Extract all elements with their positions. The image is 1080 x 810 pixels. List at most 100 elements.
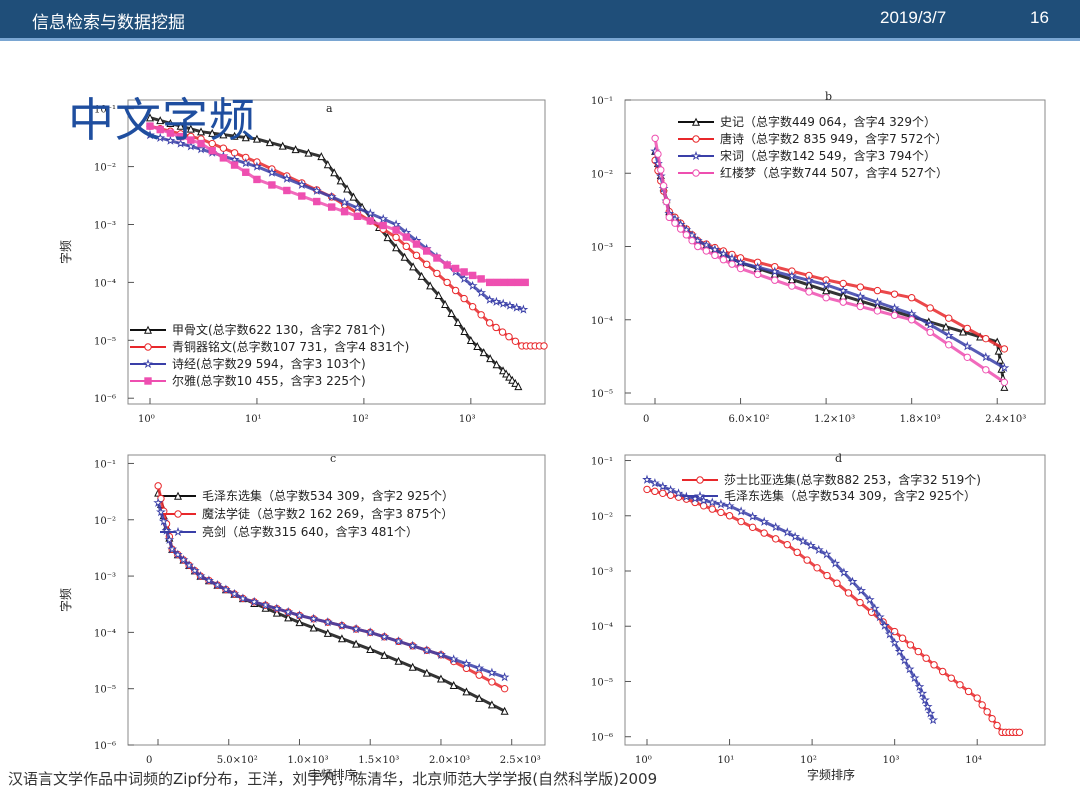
y-tick-label: 10⁻⁴ xyxy=(591,316,613,327)
series-point xyxy=(392,243,401,252)
series-line-1 xyxy=(646,487,1020,734)
series-point xyxy=(349,192,358,201)
series-point xyxy=(447,308,456,317)
series-point xyxy=(983,708,991,716)
series-point xyxy=(676,225,685,233)
series-point xyxy=(642,474,652,484)
series-point xyxy=(651,487,659,496)
series-point xyxy=(323,617,333,627)
series-point xyxy=(448,654,459,664)
x-tick-label: 1.2×10³ xyxy=(814,414,855,425)
series-point xyxy=(391,219,401,229)
series-line-2 xyxy=(646,478,935,721)
series-point xyxy=(798,536,808,546)
series-point xyxy=(980,351,991,362)
legend-marker xyxy=(174,510,182,518)
series-point xyxy=(793,548,801,557)
x-tick-label: 1.0×10³ xyxy=(287,755,328,766)
plot-frame xyxy=(624,454,1046,746)
series-point xyxy=(890,290,899,298)
x-tick-label: 10¹ xyxy=(718,755,735,766)
series-point xyxy=(242,168,250,176)
series-point xyxy=(666,491,675,499)
series-point xyxy=(813,544,824,555)
series-point xyxy=(956,681,964,689)
series-point xyxy=(906,641,915,649)
series-point xyxy=(197,139,205,148)
slide-title: 中文字频 xyxy=(68,93,256,147)
series-point xyxy=(899,655,910,665)
series-point xyxy=(337,620,347,630)
series-point xyxy=(278,141,287,150)
series-point xyxy=(156,507,166,517)
series-point xyxy=(393,636,404,646)
plot-frame xyxy=(127,99,546,405)
series-point xyxy=(474,663,485,673)
series-point xyxy=(475,693,484,702)
series-point xyxy=(662,197,671,206)
series-point xyxy=(326,191,337,202)
series-point xyxy=(145,129,155,140)
plot-frame xyxy=(127,454,546,746)
series-point xyxy=(805,288,813,296)
series-point xyxy=(521,278,529,287)
series-point xyxy=(889,637,900,648)
x-tick-label: 10² xyxy=(800,755,817,766)
series-point xyxy=(479,348,488,357)
y-tick-label: 10⁻⁵ xyxy=(591,677,613,688)
series-point xyxy=(962,341,973,351)
series-point xyxy=(443,261,451,269)
legend-entry: 毛泽东选集（总字数534 309，含字2 925个） xyxy=(202,488,454,503)
series-point xyxy=(511,378,520,387)
series-point xyxy=(283,186,291,195)
series-point xyxy=(240,158,251,168)
y-axis-label: 字频 xyxy=(58,588,73,612)
series-point xyxy=(313,197,321,206)
series-point xyxy=(451,264,460,273)
x-axis-label: 字频排序 xyxy=(309,767,357,782)
series-point xyxy=(925,708,936,718)
series-point xyxy=(926,304,934,312)
series-point xyxy=(688,236,696,245)
legend-entry: 史记（总字数449 064，含字4 329个） xyxy=(720,114,936,129)
y-tick-label: 10⁻¹ xyxy=(591,96,613,107)
series-point xyxy=(460,294,468,303)
series-point xyxy=(453,317,462,326)
series-line-3 xyxy=(653,150,1006,370)
series-point xyxy=(847,576,858,586)
series-point xyxy=(702,247,711,255)
series-point xyxy=(340,207,349,216)
series-point xyxy=(737,517,745,526)
y-tick-label: 10⁻⁴ xyxy=(94,628,116,639)
series-point xyxy=(839,567,849,577)
y-tick-label: 10⁻⁶ xyxy=(94,394,116,405)
series-point xyxy=(409,262,418,271)
series-point xyxy=(657,166,665,174)
legend-entry: 唐诗（总字数2 835 949，含字7 572个） xyxy=(720,131,947,146)
series-point xyxy=(475,671,483,679)
series-point xyxy=(922,654,930,662)
series-point xyxy=(1000,345,1009,353)
series-point xyxy=(752,262,763,272)
series-point xyxy=(451,286,460,295)
series-point xyxy=(323,160,332,169)
series-line-3 xyxy=(149,133,524,311)
series-point xyxy=(204,575,214,585)
series-point xyxy=(699,502,708,510)
series-point xyxy=(422,645,432,655)
series-point xyxy=(654,150,662,158)
series-point xyxy=(187,136,195,144)
series-point xyxy=(907,316,916,324)
series-point xyxy=(869,603,880,613)
series-point xyxy=(184,560,194,570)
series-point xyxy=(906,308,917,319)
series-point xyxy=(379,631,390,642)
series-point xyxy=(380,650,389,659)
series-point xyxy=(366,217,375,225)
plot-frame xyxy=(624,99,1046,405)
y-tick-label: 10⁻⁵ xyxy=(94,685,116,696)
series-point xyxy=(839,298,847,306)
series-point xyxy=(304,148,313,157)
series-point xyxy=(178,554,189,565)
chart-panel-a xyxy=(127,99,548,405)
